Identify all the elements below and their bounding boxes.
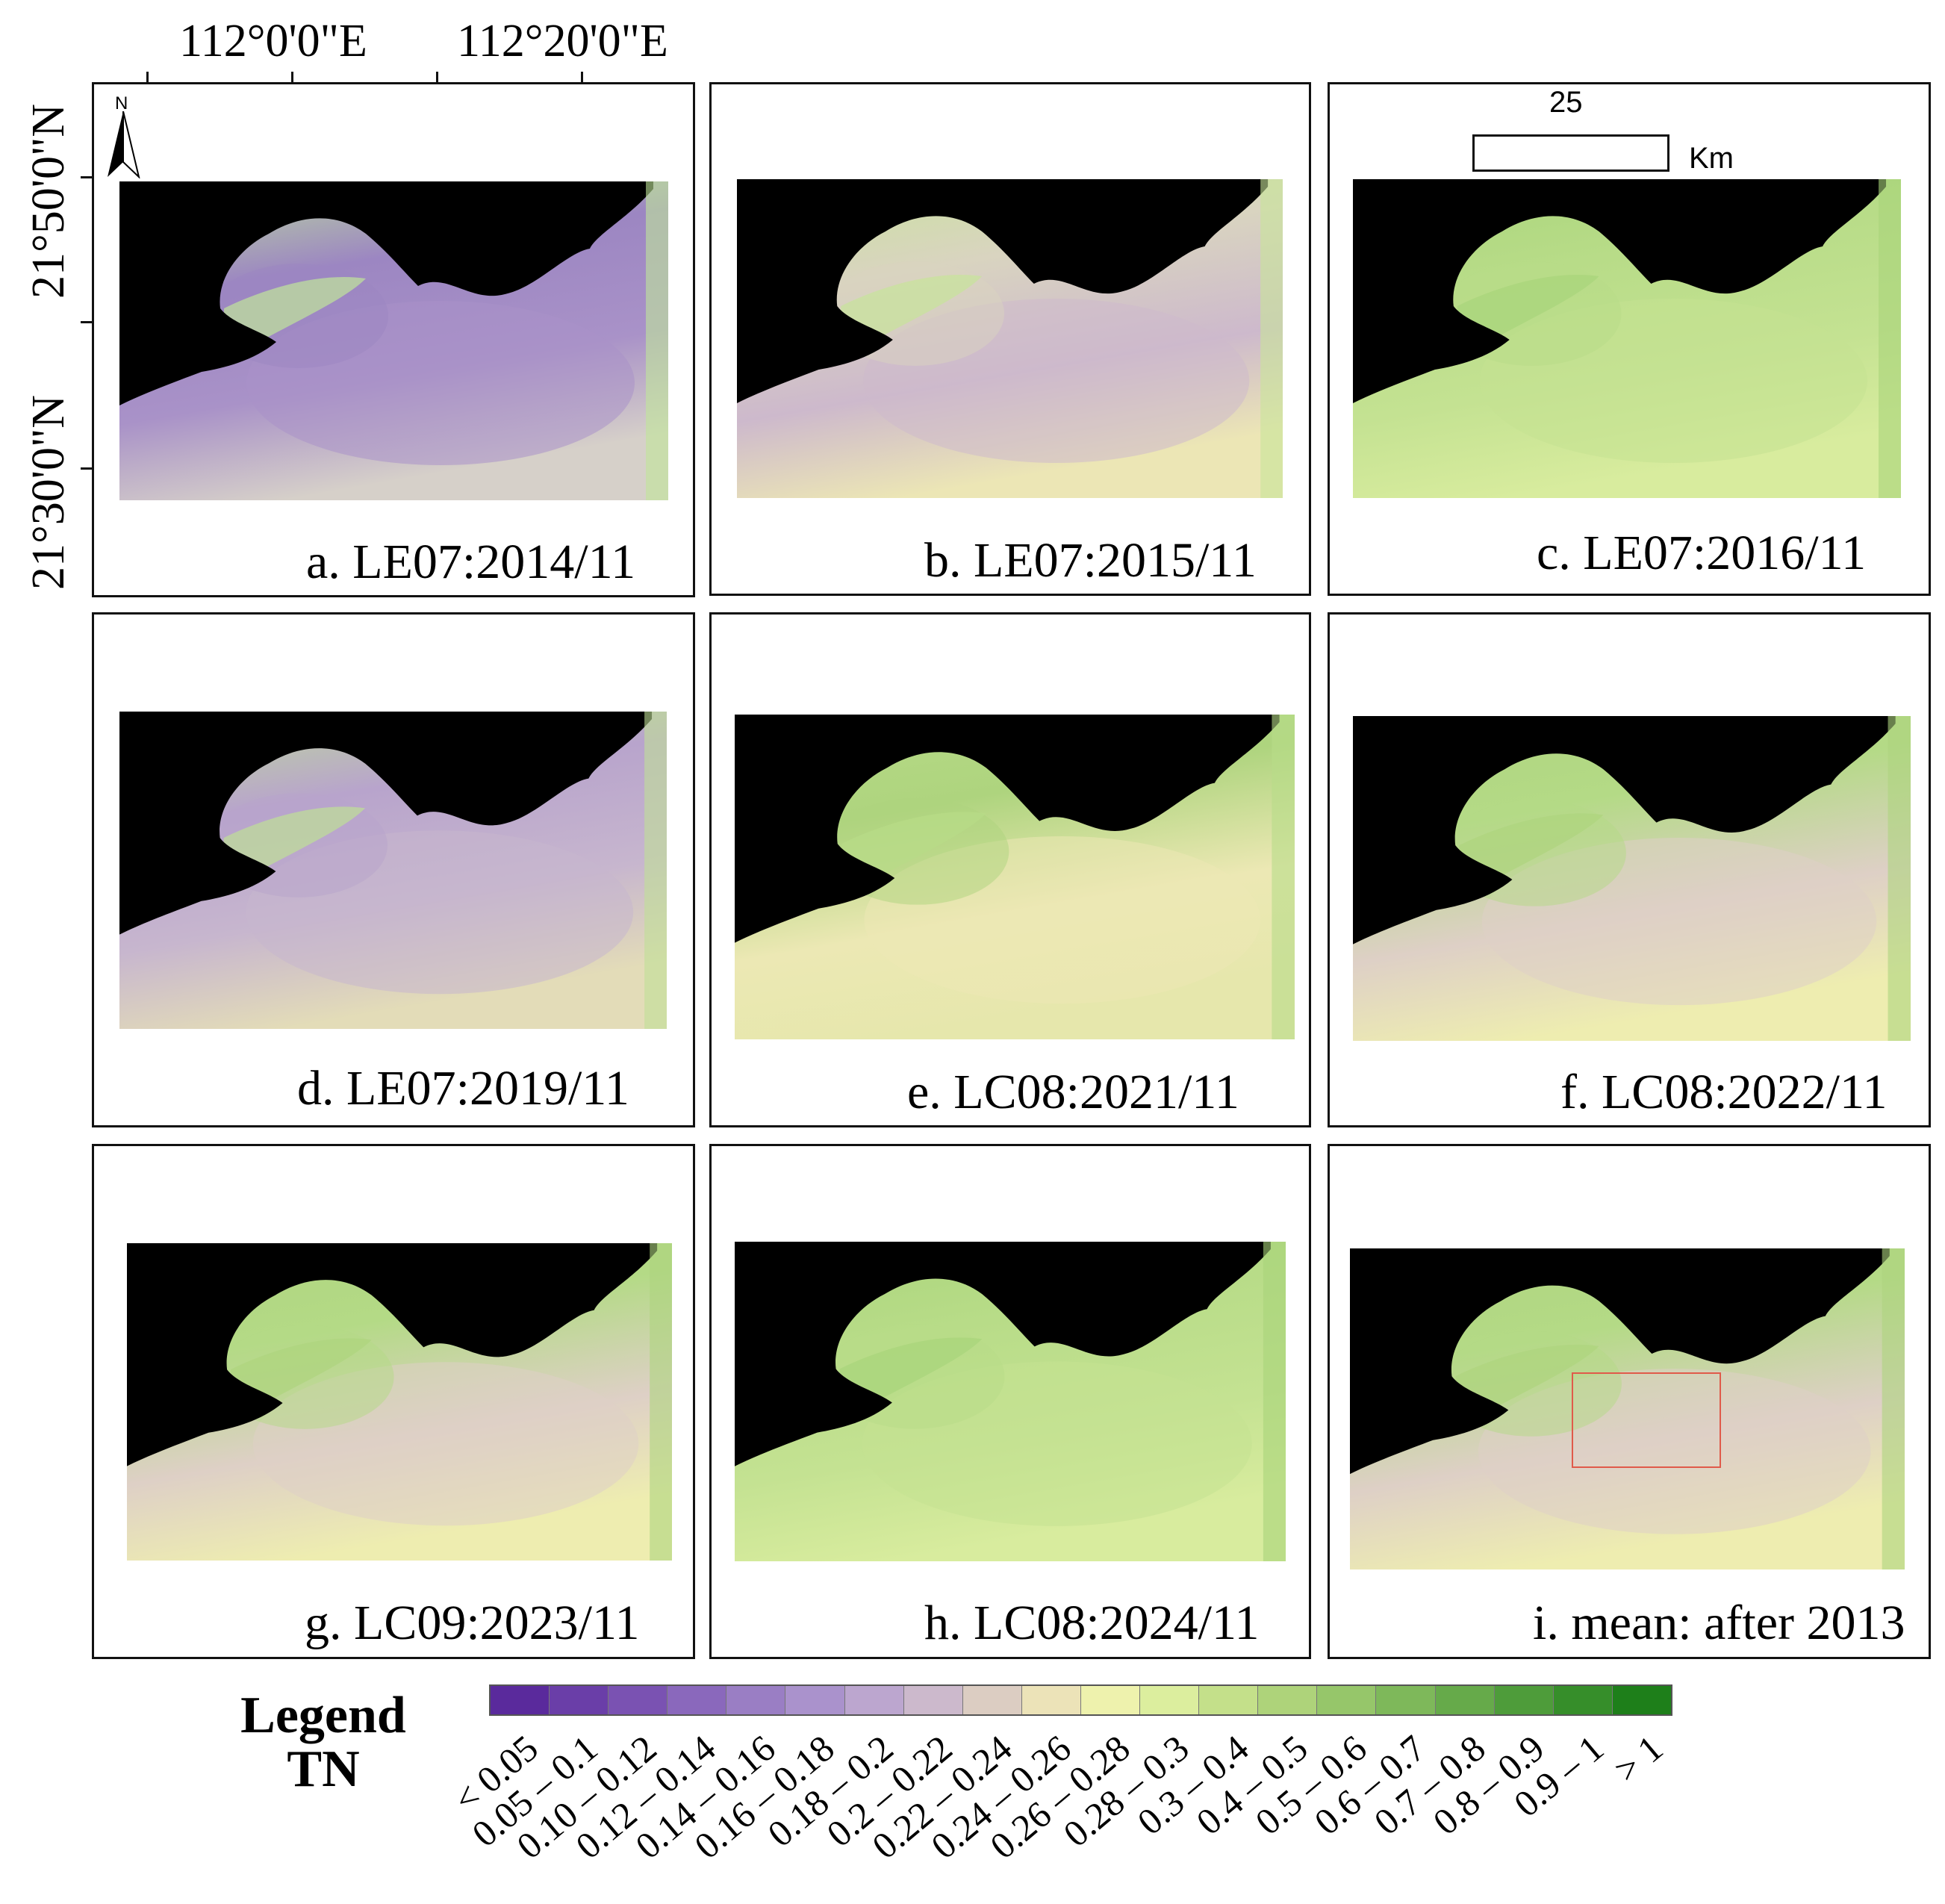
legend-swatch: [1435, 1686, 1495, 1714]
legend-swatch: [1317, 1686, 1377, 1714]
scale-bar-unit: Km: [1689, 142, 1734, 175]
tn-raster-map: [1350, 1248, 1905, 1569]
scale-bar: [1472, 134, 1669, 172]
legend-swatch: [844, 1686, 904, 1714]
north-arrow-label: N: [115, 93, 128, 113]
panel-caption: b. LE07:2015/11: [924, 533, 1257, 588]
panel-caption: a. LE07:2014/11: [306, 535, 636, 589]
lat-label-21-50: 21°50'0"N: [23, 103, 74, 299]
legend-color-bar: [489, 1684, 1672, 1716]
tn-raster-map: [735, 715, 1295, 1039]
legend-swatch: [1553, 1686, 1613, 1714]
panel-caption: i. mean: after 2013: [1533, 1596, 1905, 1650]
panel-caption: g. LC09:2023/11: [305, 1596, 640, 1650]
tn-raster-map: [737, 179, 1283, 498]
lat-tick: [81, 321, 94, 323]
tn-raster-map: [1353, 716, 1911, 1041]
lon-label-112-0: 112°0'0"E: [179, 16, 367, 66]
lat-tick: [81, 467, 94, 470]
north-arrow-icon: [108, 111, 140, 178]
tn-raster-map: [127, 1243, 672, 1561]
legend-swatch: [667, 1686, 727, 1714]
legend-swatch: [1021, 1686, 1081, 1714]
legend-swatch: [1140, 1686, 1200, 1714]
legend-swatch: [1494, 1686, 1554, 1714]
legend-title: Legend TN: [237, 1689, 409, 1796]
panel-caption: c. LE07:2016/11: [1537, 526, 1867, 580]
panel-caption: f. LC08:2022/11: [1560, 1065, 1888, 1119]
lon-label-112-20: 112°20'0"E: [457, 16, 668, 66]
legend-swatch: [491, 1686, 550, 1714]
legend-swatch: [726, 1686, 786, 1714]
legend-class-label: > 1: [1605, 1726, 1671, 1791]
panel-caption: d. LE07:2019/11: [297, 1061, 629, 1116]
panel-caption: e. LC08:2021/11: [907, 1065, 1239, 1119]
north-arrow: N: [105, 93, 142, 178]
legend-title-line1: Legend: [240, 1687, 406, 1744]
legend-swatch: [1612, 1686, 1671, 1714]
legend-swatch: [609, 1686, 668, 1714]
legend-swatch: [1258, 1686, 1318, 1714]
legend-title-line2: TN: [287, 1740, 360, 1798]
lat-label-21-30: 21°30'0"N: [23, 394, 74, 590]
legend-swatch: [903, 1686, 963, 1714]
legend-swatch: [1376, 1686, 1436, 1714]
tn-raster-map: [1353, 179, 1901, 498]
legend-swatch: [1080, 1686, 1141, 1714]
tn-raster-map: [119, 712, 667, 1029]
scale-bar-value: 25: [1549, 86, 1583, 119]
legend-swatch: [962, 1686, 1022, 1714]
legend-swatch: [785, 1686, 845, 1714]
tn-raster-map: [735, 1242, 1286, 1561]
panel-caption: h. LC08:2024/11: [924, 1596, 1260, 1650]
lon-tick: [291, 72, 293, 85]
lon-tick: [436, 72, 438, 85]
legend-swatch: [1199, 1686, 1259, 1714]
highlight-box: [1572, 1372, 1721, 1468]
lat-tick: [81, 176, 94, 178]
tn-raster-map: [119, 181, 668, 500]
lon-tick: [581, 72, 583, 85]
legend-swatch: [550, 1686, 609, 1714]
lon-tick: [146, 72, 149, 85]
